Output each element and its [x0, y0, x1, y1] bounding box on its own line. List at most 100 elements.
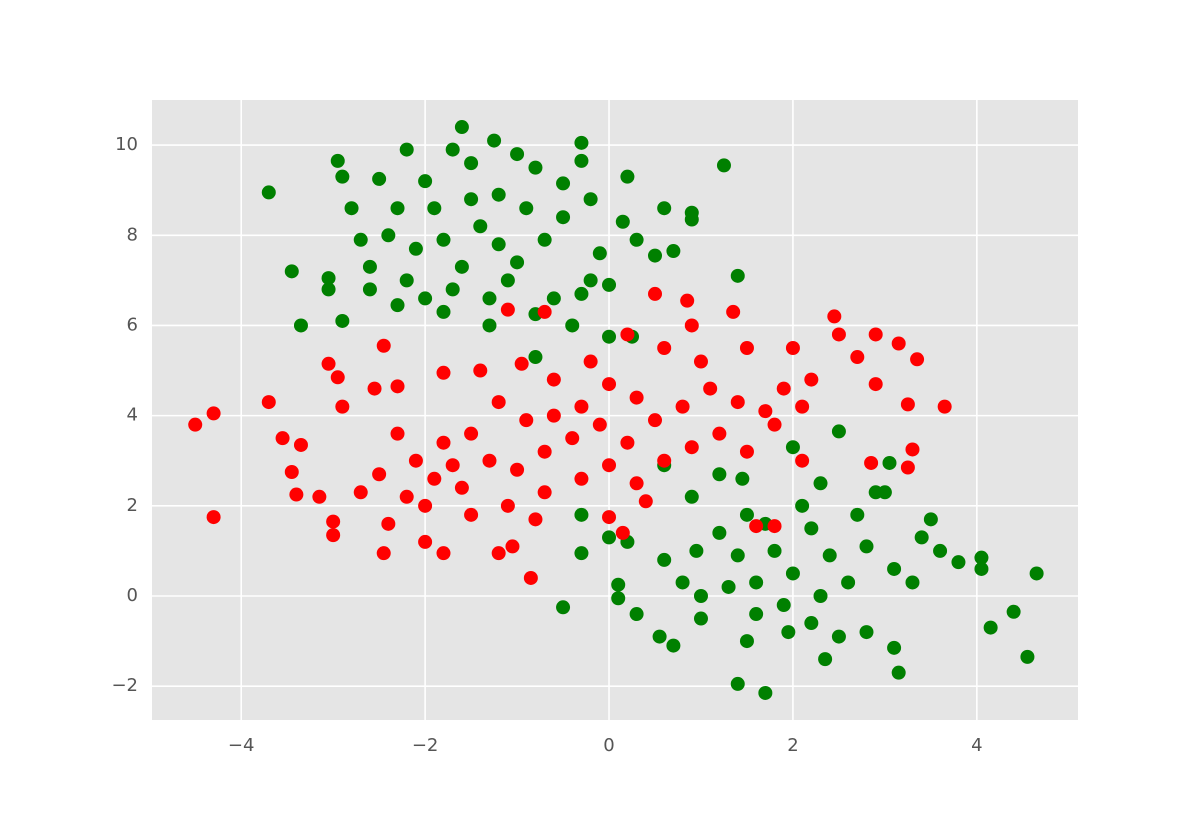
point	[666, 244, 681, 259]
point	[657, 552, 672, 567]
point	[482, 318, 497, 333]
point	[726, 304, 741, 319]
point	[804, 372, 819, 387]
point	[602, 377, 617, 392]
point	[353, 232, 368, 247]
point	[372, 171, 387, 186]
point	[795, 498, 810, 513]
point	[831, 327, 846, 342]
point	[689, 543, 704, 558]
point	[974, 550, 989, 565]
point	[491, 395, 506, 410]
point	[491, 237, 506, 252]
point	[330, 153, 345, 168]
point	[399, 273, 414, 288]
point	[620, 435, 635, 450]
point	[353, 485, 368, 500]
point	[1029, 566, 1044, 581]
point	[284, 264, 299, 279]
point	[376, 338, 391, 353]
point	[556, 210, 571, 225]
point	[523, 570, 538, 585]
point	[657, 201, 672, 216]
point	[500, 302, 515, 317]
point	[261, 395, 276, 410]
point	[629, 476, 644, 491]
point	[864, 455, 879, 470]
point	[818, 652, 833, 667]
point	[629, 390, 644, 405]
point	[487, 133, 502, 148]
point	[344, 201, 359, 216]
point	[408, 241, 423, 256]
point	[615, 525, 630, 540]
point	[546, 291, 561, 306]
point	[436, 365, 451, 380]
point	[716, 158, 731, 173]
point	[882, 455, 897, 470]
point	[362, 282, 377, 297]
point	[473, 363, 488, 378]
point	[390, 426, 405, 441]
point	[822, 548, 837, 563]
plot-area	[152, 100, 1078, 720]
point	[556, 600, 571, 615]
point	[684, 318, 699, 333]
point	[312, 489, 327, 504]
point	[583, 273, 598, 288]
point	[427, 471, 442, 486]
point	[785, 566, 800, 581]
point	[275, 431, 290, 446]
point	[776, 598, 791, 613]
point	[293, 318, 308, 333]
point	[693, 611, 708, 626]
point	[565, 318, 580, 333]
point	[464, 156, 479, 171]
point	[519, 201, 534, 216]
point	[464, 507, 479, 522]
y-tick-label: 6	[127, 314, 138, 335]
point	[390, 201, 405, 216]
point	[583, 192, 598, 207]
point	[436, 304, 451, 319]
point	[335, 313, 350, 328]
point	[362, 259, 377, 274]
point	[602, 277, 617, 292]
point	[510, 255, 525, 270]
point	[730, 676, 745, 691]
point	[684, 440, 699, 455]
point	[758, 404, 773, 419]
point	[739, 341, 754, 355]
point	[592, 417, 607, 432]
point	[841, 575, 856, 590]
point	[666, 638, 681, 653]
point	[785, 440, 800, 455]
point	[831, 629, 846, 644]
point	[859, 625, 874, 640]
x-tick-label: 0	[603, 735, 614, 756]
point	[657, 453, 672, 468]
point	[758, 685, 773, 700]
point	[390, 298, 405, 313]
point	[937, 399, 952, 414]
point	[795, 399, 810, 414]
point	[657, 341, 672, 355]
point	[749, 519, 764, 534]
point	[648, 248, 663, 263]
point	[574, 135, 589, 150]
point	[974, 561, 989, 576]
point	[427, 201, 442, 216]
point	[850, 507, 865, 522]
point	[611, 591, 626, 606]
point	[537, 304, 552, 319]
point	[648, 413, 663, 428]
point	[900, 397, 915, 412]
point	[321, 356, 336, 371]
point	[482, 453, 497, 468]
point	[289, 487, 304, 502]
point	[321, 271, 336, 286]
y-tick-label: 4	[127, 405, 138, 426]
point	[804, 616, 819, 631]
point	[730, 268, 745, 283]
point	[445, 142, 460, 157]
